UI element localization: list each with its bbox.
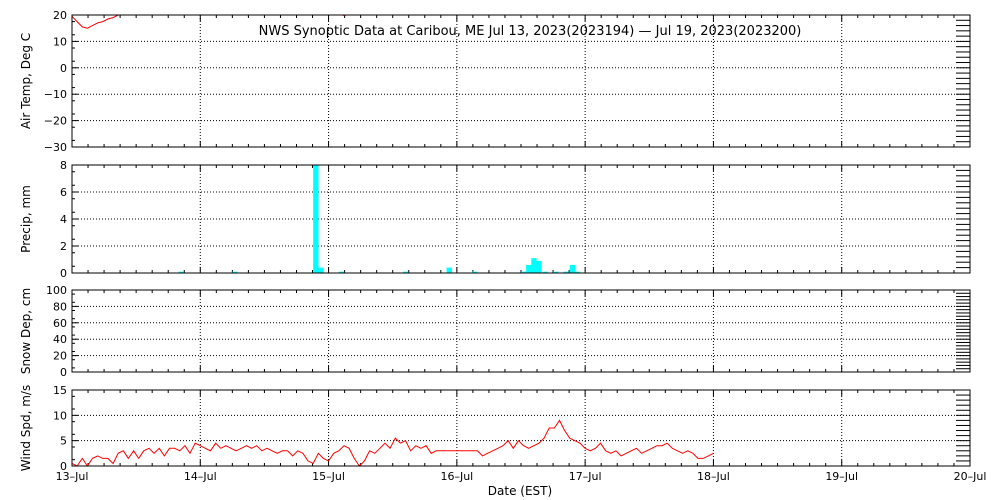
panel-frame (71, 289, 971, 373)
y-tick-label: 15 (53, 384, 67, 397)
precip-bar (526, 264, 532, 273)
precip-bar (178, 271, 184, 273)
y-tick-label: 5 (60, 435, 67, 448)
y-tick-label: 10 (53, 409, 67, 422)
panel-frame (71, 164, 971, 274)
precip-bar (472, 271, 478, 273)
y-tick-label: 4 (60, 213, 67, 226)
x-tick-label: 14–Jul (184, 470, 217, 483)
air-temp-line (72, 15, 120, 29)
y-tick-label: −10 (44, 88, 67, 101)
y-tick-label: 0 (60, 460, 67, 473)
panel-frame (71, 389, 971, 467)
y-tick-label: 0 (60, 267, 67, 280)
precip-bar (542, 271, 549, 273)
x-tick-label: 18–Jul (697, 470, 730, 483)
x-tick-label: 16–Jul (440, 470, 473, 483)
y-tick-label: 100 (46, 284, 67, 297)
chart-title: NWS Synoptic Data at Caribou, ME Jul 13,… (259, 24, 802, 39)
precip-bar (563, 271, 569, 273)
precip-bar (553, 271, 559, 273)
y-axis-label: Air Temp, Deg C (19, 33, 33, 129)
y-tick-label: 20 (53, 9, 67, 22)
x-tick-label: 13–Jul (56, 470, 89, 483)
panel-1: 8 6 4 2 0 Precip, mm (19, 159, 971, 280)
y-tick-label: 20 (53, 350, 67, 363)
y-tick-label: 10 (53, 35, 67, 48)
y-tick-label: 60 (53, 317, 67, 330)
y-tick-label: 80 (53, 300, 67, 313)
y-axis-label: Precip, mm (19, 185, 33, 253)
precip-bar (569, 264, 576, 273)
panel-3: 15 10 5 0 Wind Spd, m/s (19, 384, 971, 473)
y-axis-label: Snow Dep, cm (19, 288, 33, 374)
y-tick-label: 8 (60, 159, 67, 172)
precip-bar (313, 165, 319, 273)
y-tick-label: 6 (60, 186, 67, 199)
panel-frame (71, 14, 971, 148)
x-axis-label: Date (EST) (488, 484, 552, 498)
y-tick-label: −30 (44, 141, 67, 154)
y-tick-label: 0 (60, 62, 67, 75)
precip-bar (318, 267, 324, 273)
x-tick-label: 20–Jul (954, 470, 987, 483)
y-tick-label: −20 (44, 115, 67, 128)
precip-bar (338, 271, 345, 273)
y-axis-label: Wind Spd, m/s (19, 385, 33, 471)
precip-bar (521, 271, 527, 273)
precip-bar (531, 258, 537, 273)
precip-bar (446, 267, 452, 273)
x-tick-label: 15–Jul (312, 470, 345, 483)
x-tick-label: 19–Jul (825, 470, 858, 483)
precip-bar (402, 271, 409, 273)
panel-2: 100 80 60 40 20 0 Snow Dep, cm (19, 284, 971, 379)
precip-bar (536, 260, 542, 273)
y-tick-label: 2 (60, 240, 67, 253)
y-tick-label: 0 (60, 366, 67, 379)
y-tick-label: 40 (53, 333, 67, 346)
x-tick-label: 17–Jul (569, 470, 602, 483)
panel-0: 20 10 0 −10 −20 −30 Air Temp, Deg C (19, 9, 971, 154)
precip-bar (574, 271, 581, 273)
precip-bar (232, 271, 238, 273)
wind-speed-line (72, 419, 714, 466)
